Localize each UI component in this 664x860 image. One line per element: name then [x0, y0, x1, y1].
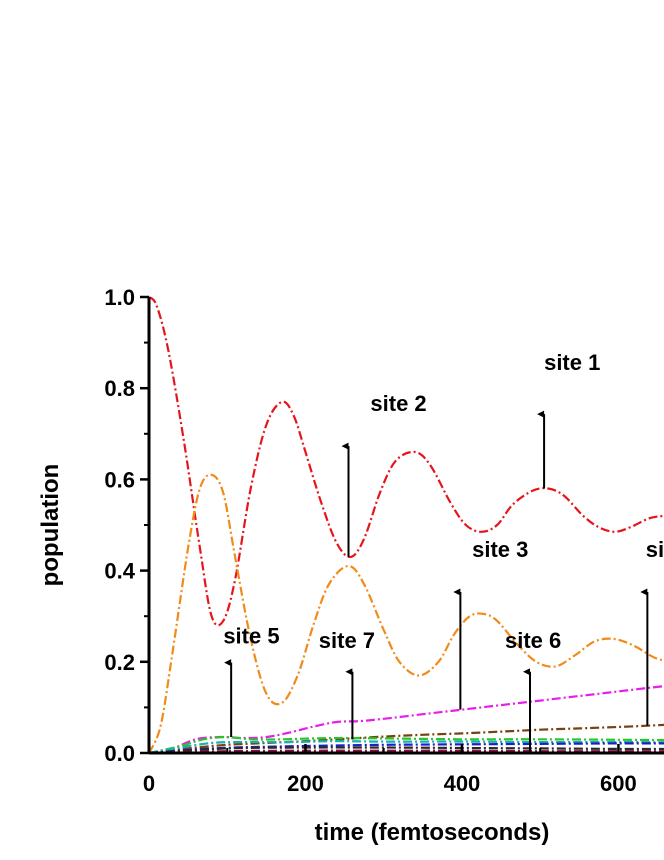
- y-tick-label: 0.2: [104, 650, 135, 675]
- y-tick-label: 0.6: [104, 467, 135, 492]
- y-tick-label: 0.4: [104, 559, 135, 584]
- y-axis-title: population: [37, 464, 64, 587]
- y-tick-label: 0.0: [104, 741, 135, 766]
- annotation-label: site 5: [223, 624, 279, 649]
- annotation-label: site 1: [544, 350, 600, 375]
- x-axis-title: time (femtoseconds): [315, 819, 550, 846]
- y-tick-label: 1.0: [104, 285, 135, 310]
- x-tick-label: 200: [287, 771, 324, 796]
- x-tick-label: 400: [444, 771, 481, 796]
- ticks: 0 200 400 600 0.0 0.2 0.4 0.6 0.8 1.0: [104, 285, 636, 796]
- series-line-4: [148, 723, 664, 755]
- series-line-6: [148, 740, 664, 755]
- series-line-9: [148, 749, 664, 755]
- annotation-label: site 3: [472, 537, 528, 562]
- x-tick-label: 600: [600, 771, 637, 796]
- annotation-label: site 4: [646, 537, 664, 562]
- series-line-2: [147, 473, 664, 754]
- x-tick-label: 0: [143, 771, 155, 796]
- annotation-arrows: site 1 site 2 site 3 site 4 site 5 site 6 site…: [223, 350, 664, 753]
- annotation-label: site 7: [319, 628, 375, 653]
- annotation-label: site 6: [505, 628, 561, 653]
- y-tick-label: 0.8: [104, 376, 135, 401]
- series-line-8: [148, 746, 664, 755]
- series-line-1: [148, 296, 664, 627]
- series-lines: [147, 296, 664, 755]
- annotation-label: site 2: [370, 391, 426, 416]
- series-line-5: [148, 735, 664, 755]
